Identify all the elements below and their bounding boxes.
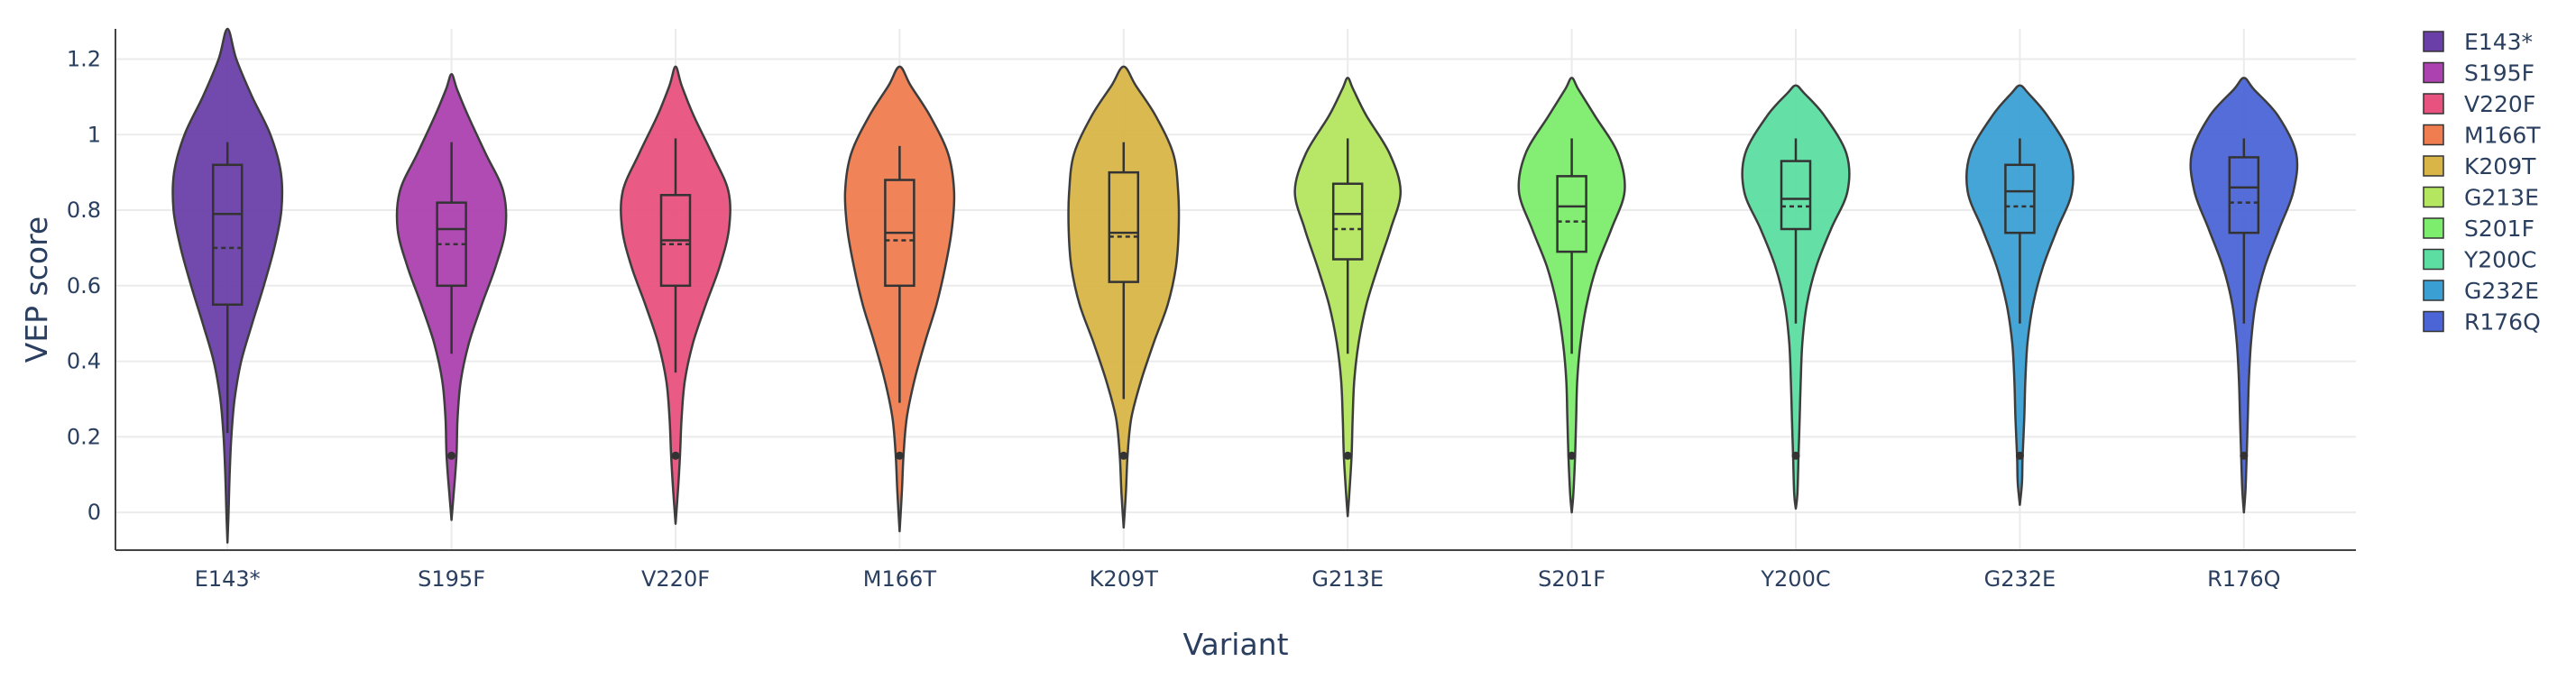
legend-item: M166T (2423, 123, 2541, 149)
legend-label: S195F (2464, 60, 2535, 87)
y-tick-label: 0.6 (67, 273, 101, 299)
x-tick-label: R176Q (2207, 566, 2280, 592)
legend-label: K209T (2464, 153, 2536, 179)
tick-layer: 0 0.2 0.4 0.6 0.8 1 1.2 E143* S195F V220F M166T K20… (67, 47, 2281, 592)
x-tick-label: M166T (863, 566, 937, 592)
legend-item: R176Q (2423, 309, 2541, 335)
legend-swatch (2423, 280, 2444, 301)
legend-label: G213E (2464, 185, 2539, 211)
box (211, 163, 244, 307)
box (1331, 182, 1364, 261)
outlier-point (671, 451, 680, 460)
outlier-point (1343, 451, 1352, 460)
legend-swatch (2423, 186, 2444, 208)
legend: E143* S195F V220F M166T K209T G213E S201F Y200C… (2423, 29, 2541, 335)
y-tick-label: 0.4 (67, 349, 101, 374)
x-tick-label: V220F (641, 566, 710, 592)
legend-swatch (2423, 61, 2444, 84)
legend-swatch (2423, 31, 2444, 52)
box (1108, 170, 1140, 283)
outlier-point (1791, 451, 1800, 460)
box (1780, 160, 1812, 231)
legend-item: G213E (2423, 185, 2539, 211)
box (1556, 175, 1587, 253)
legend-item: K209T (2423, 153, 2536, 179)
x-tick-label: S195F (418, 566, 485, 592)
violin-group (1741, 84, 1851, 510)
x-axis-title: Variant (1182, 627, 1288, 662)
y-tick-label: 0 (87, 500, 101, 525)
legend-label: E143* (2464, 29, 2533, 55)
legend-item: V220F (2423, 91, 2535, 117)
y-tick-label: 0.2 (67, 424, 101, 449)
outlier-point (1119, 451, 1128, 460)
outlier-point (447, 451, 456, 460)
legend-item: Y200C (2423, 247, 2536, 273)
violin-group (1517, 77, 1626, 514)
y-tick-label: 1 (87, 122, 101, 147)
y-axis-title: VEP score (19, 216, 54, 363)
legend-item: S195F (2423, 60, 2535, 87)
x-tick-label: E143* (195, 566, 261, 592)
legend-item: E143* (2423, 29, 2533, 55)
outlier-point (2015, 451, 2024, 460)
legend-label: Y200C (2463, 247, 2536, 273)
legend-swatch (2423, 124, 2444, 146)
legend-item: G232E (2423, 278, 2539, 304)
outlier-point (1568, 451, 1577, 460)
x-tick-label: G213E (1311, 566, 1384, 592)
violin-body (171, 27, 284, 544)
box (2004, 163, 2036, 234)
outlier-point (895, 451, 904, 460)
x-tick-label: Y200C (1760, 566, 1830, 592)
violin-group (1964, 84, 2075, 506)
violin-group (620, 65, 731, 525)
box (2228, 156, 2260, 234)
violin-group (843, 65, 956, 533)
outlier-point (2240, 451, 2249, 460)
y-tick-label: 0.8 (67, 198, 101, 223)
x-tick-label: S201F (1538, 566, 1605, 592)
legend-swatch (2423, 93, 2444, 115)
legend-label: V220F (2464, 91, 2535, 117)
legend-label: S201F (2464, 216, 2535, 242)
axis-layer (115, 29, 2356, 551)
legend-swatch (2423, 310, 2444, 333)
y-tick-label: 1.2 (67, 47, 101, 72)
legend-label: M166T (2464, 123, 2541, 149)
legend-swatch (2423, 248, 2444, 271)
violin-group (2189, 77, 2299, 514)
violin-group (171, 27, 284, 544)
legend-label: G232E (2464, 278, 2539, 304)
legend-item: S201F (2423, 216, 2535, 242)
violin-group (1293, 77, 1403, 518)
violin-group (1067, 65, 1181, 529)
violin-layer (171, 27, 2299, 544)
x-tick-label: G232E (1984, 566, 2056, 592)
legend-label: R176Q (2464, 309, 2541, 335)
legend-swatch (2423, 155, 2444, 177)
legend-swatch (2423, 217, 2444, 239)
violin-group (395, 73, 508, 521)
x-tick-label: K209T (1090, 566, 1159, 592)
